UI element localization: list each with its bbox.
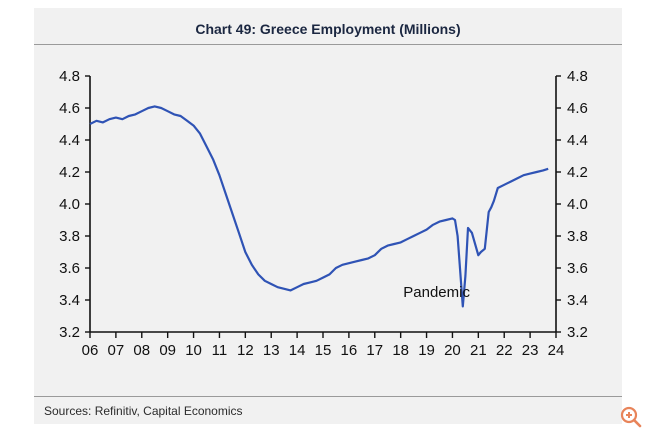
y-tick-label-left: 4.0 <box>59 196 80 213</box>
pandemic-annotation: Pandemic <box>403 284 470 301</box>
y-tick-label-left: 4.8 <box>59 68 80 85</box>
y-tick-label-right: 4.4 <box>567 132 588 149</box>
x-tick-label: 23 <box>522 342 539 359</box>
x-tick-label: 09 <box>159 342 176 359</box>
y-tick-label-left: 3.2 <box>59 324 80 341</box>
chart-axes <box>85 75 561 338</box>
y-tick-label-right: 3.6 <box>567 260 588 277</box>
zoom-in-button[interactable] <box>618 404 644 430</box>
x-tick-label: 21 <box>470 342 487 359</box>
x-tick-label: 10 <box>185 342 202 359</box>
y-tick-label-right: 3.8 <box>567 228 588 245</box>
x-tick-label: 18 <box>392 342 409 359</box>
chart-labels: 3.2 3.2 3.4 3.4 3.6 3.6 3.8 3.8 4.0 4.0 4.2 4.2 4.4 4… <box>59 68 588 359</box>
footer-divider <box>34 396 622 397</box>
zoom-in-icon <box>620 406 642 428</box>
y-tick-label-right: 4.6 <box>567 100 588 117</box>
x-tick-label: 11 <box>212 342 228 359</box>
y-tick-label-right: 4.8 <box>567 68 588 85</box>
x-tick-label: 19 <box>418 342 435 359</box>
x-tick-label: 14 <box>289 342 306 359</box>
sources-note: Sources: Refinitiv, Capital Economics <box>44 404 243 418</box>
y-tick-label-right: 3.4 <box>567 292 588 309</box>
y-tick-label-left: 3.6 <box>59 260 80 277</box>
y-tick-label-right: 4.2 <box>567 164 588 181</box>
x-tick-label: 17 <box>366 342 383 359</box>
x-tick-label: 24 <box>548 342 565 359</box>
x-tick-label: 20 <box>444 342 461 359</box>
title-divider <box>34 44 622 45</box>
y-tick-label-left: 3.4 <box>59 292 80 309</box>
y-tick-label-left: 4.4 <box>59 132 80 149</box>
y-tick-label-left: 4.6 <box>59 100 80 117</box>
x-tick-label: 16 <box>341 342 358 359</box>
chart-panel <box>34 8 622 424</box>
y-tick-label-left: 3.8 <box>59 228 80 245</box>
employment-series-line <box>89 105 549 308</box>
x-tick-label: 06 <box>82 342 99 359</box>
x-tick-label: 07 <box>108 342 125 359</box>
x-tick-label: 15 <box>315 342 332 359</box>
x-tick-label: 12 <box>237 342 254 359</box>
chart-series <box>89 105 549 308</box>
x-tick-label: 22 <box>496 342 513 359</box>
y-tick-label-right: 4.0 <box>567 196 588 213</box>
x-tick-label: 13 <box>263 342 280 359</box>
chart-title: Chart 49: Greece Employment (Millions) <box>195 21 461 37</box>
y-tick-label-right: 3.2 <box>567 324 588 341</box>
x-tick-label: 08 <box>133 342 150 359</box>
y-tick-label-left: 4.2 <box>59 164 80 181</box>
line-chart: 3.2 3.2 3.4 3.4 3.6 3.6 3.8 3.8 4.0 4.0 4.2 4.2 4.4 4… <box>59 68 588 359</box>
